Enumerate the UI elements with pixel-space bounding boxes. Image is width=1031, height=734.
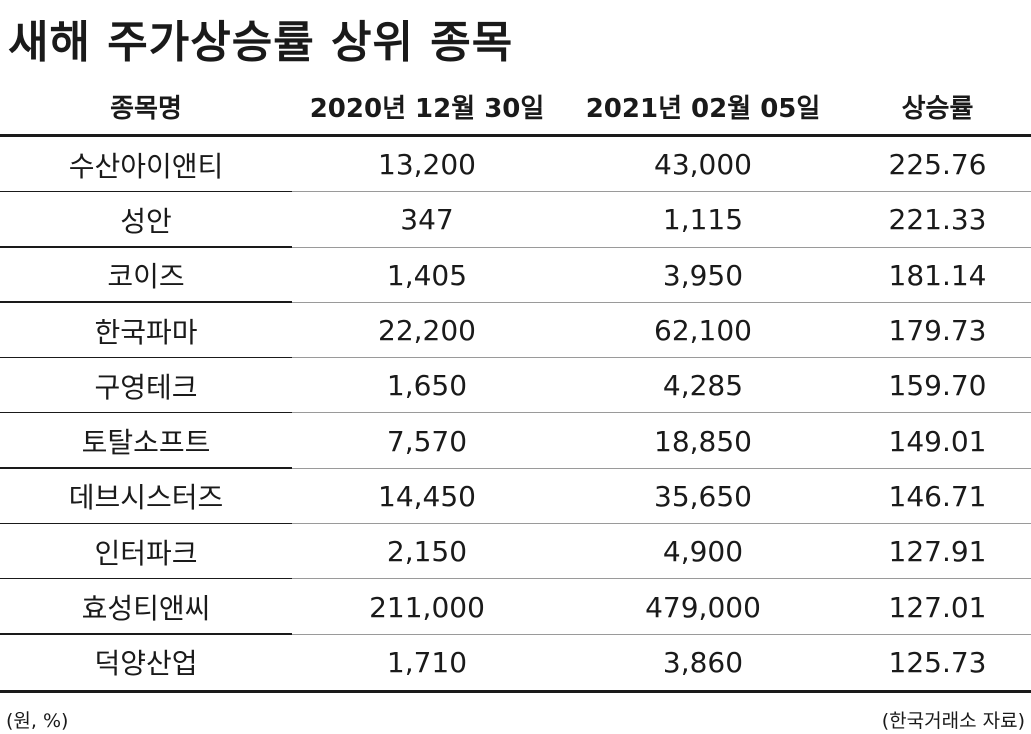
- stock-name-cell: 데브시스터즈: [68, 481, 224, 515]
- increase-rate-cell: 159.70: [888, 369, 987, 403]
- price-2021-cell: 18,850: [654, 424, 752, 458]
- table-header: 종목명 2020년 12월 30일 2021년 02월 05일 상승률: [0, 78, 1031, 137]
- row-divider-left: [0, 633, 292, 635]
- table-row: 코이즈 1,405 3,950 181.14: [0, 248, 1031, 303]
- table-row: 인터파크 2,150 4,900 127.91: [0, 524, 1031, 580]
- price-2021-cell: 43,000: [654, 148, 752, 182]
- row-divider-left: [0, 411, 292, 414]
- stock-table: 종목명 2020년 12월 30일 2021년 02월 05일 상승률 수산아이…: [0, 78, 1031, 693]
- stock-name-cell: 수산아이앤티: [68, 149, 224, 183]
- stock-name-cell: 성안: [120, 204, 172, 238]
- price-2020-cell: 13,200: [378, 148, 476, 182]
- row-divider-right: [292, 578, 1031, 580]
- row-divider-left: [0, 577, 292, 580]
- increase-rate-cell: 127.91: [888, 535, 987, 569]
- stock-name-cell: 효성티앤씨: [81, 592, 211, 626]
- price-2021-cell: 3,950: [662, 258, 744, 292]
- unit-note: (원, %): [6, 710, 69, 732]
- row-divider-right: [292, 633, 1031, 635]
- table-body: 수산아이앤티 13,200 43,000 225.76 성안 347 1,115 221.33…: [0, 137, 1031, 693]
- stock-name-cell: 코이즈: [107, 260, 185, 294]
- row-divider-right: [292, 357, 1031, 359]
- table-row: 덕양산업 1,710 3,860 125.73: [0, 635, 1031, 693]
- increase-rate-cell: 225.76: [888, 148, 987, 182]
- row-divider-left: [0, 246, 292, 248]
- header-date-2021: 2021년 02월 05일: [585, 93, 821, 124]
- stock-name-cell: 한국파마: [94, 315, 198, 349]
- row-divider-left: [0, 522, 292, 525]
- row-divider-right: [292, 523, 1031, 525]
- price-2020-cell: 2,150: [386, 535, 468, 569]
- table-row: 성안 347 1,115 221.33: [0, 192, 1031, 248]
- price-2020-cell: 1,650: [386, 369, 468, 403]
- row-divider-right: [292, 246, 1031, 248]
- price-2021-cell: 35,650: [654, 479, 752, 513]
- increase-rate-cell: 181.14: [888, 258, 987, 292]
- price-2021-cell: 479,000: [645, 590, 761, 624]
- price-2021-cell: 4,900: [662, 535, 744, 569]
- price-2020-cell: 347: [400, 203, 454, 237]
- price-2020-cell: 1,710: [386, 645, 468, 679]
- table-row: 수산아이앤티 13,200 43,000 225.76: [0, 137, 1031, 193]
- increase-rate-cell: 125.73: [888, 645, 987, 679]
- increase-rate-cell: 149.01: [888, 424, 987, 458]
- price-2021-cell: 3,860: [662, 645, 744, 679]
- row-divider-left: [0, 301, 292, 303]
- table-row: 데브시스터즈 14,450 35,650 146.71: [0, 469, 1031, 525]
- stock-name-cell: 덕양산업: [94, 647, 198, 681]
- increase-rate-cell: 127.01: [888, 590, 987, 624]
- price-2021-cell: 62,100: [654, 314, 752, 348]
- table-row: 한국파마 22,200 62,100 179.73: [0, 303, 1031, 359]
- stock-name-cell: 인터파크: [94, 536, 198, 570]
- header-stock-name: 종목명: [110, 93, 182, 124]
- increase-rate-cell: 146.71: [888, 479, 987, 513]
- row-divider-right: [292, 301, 1031, 303]
- header-increase-rate: 상승률: [901, 93, 974, 124]
- row-divider-right: [292, 412, 1031, 414]
- price-2020-cell: 1,405: [386, 258, 468, 292]
- table-row: 구영테크 1,650 4,285 159.70: [0, 358, 1031, 414]
- price-2021-cell: 1,115: [662, 203, 744, 237]
- row-divider-left: [0, 356, 292, 359]
- row-divider-left: [0, 467, 292, 469]
- price-2021-cell: 4,285: [662, 369, 744, 403]
- increase-rate-cell: 179.73: [888, 314, 987, 348]
- table-row: 토탈소프트 7,570 18,850 149.01: [0, 413, 1031, 469]
- increase-rate-cell: 221.33: [888, 203, 987, 237]
- stock-name-cell: 토탈소프트: [81, 426, 211, 460]
- row-divider-right: [292, 191, 1031, 193]
- page-title: 새해 주가상승률 상위 종목: [8, 17, 514, 68]
- price-2020-cell: 7,570: [386, 424, 468, 458]
- row-divider-left: [0, 190, 292, 193]
- row-divider-right: [292, 467, 1031, 469]
- stock-name-cell: 구영테크: [94, 370, 198, 404]
- source-note: (한국거래소 자료): [881, 710, 1025, 732]
- header-date-2020: 2020년 12월 30일: [309, 93, 545, 124]
- price-2020-cell: 14,450: [378, 479, 476, 513]
- table-row: 효성티앤씨 211,000 479,000 127.01: [0, 579, 1031, 635]
- price-2020-cell: 22,200: [378, 314, 476, 348]
- price-2020-cell: 211,000: [369, 590, 485, 624]
